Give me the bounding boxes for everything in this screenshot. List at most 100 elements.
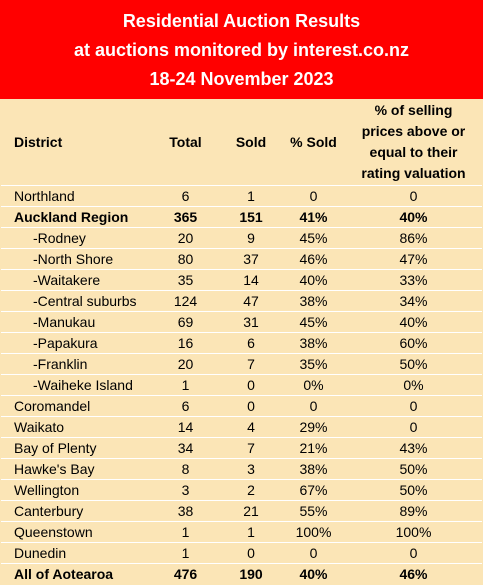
cell-pct-sold: 45%	[282, 227, 345, 249]
cell-district: -Rodney	[1, 227, 151, 249]
table-row-subregion: -Waiheke Island 1 0 0% 0%	[1, 374, 482, 396]
cell-district: Northland	[1, 185, 151, 207]
cell-sold: 0	[220, 542, 282, 564]
header-pct-above-line-1: % of selling	[374, 102, 453, 118]
cell-district: Hawke's Bay	[1, 458, 151, 480]
table-row: Queenstown 1 1 100% 100%	[1, 521, 482, 543]
cell-pct-above: 60%	[345, 332, 482, 354]
cell-sold: 151	[220, 206, 282, 228]
cell-pct-sold: 55%	[282, 500, 345, 522]
cell-pct-above: 86%	[345, 227, 482, 249]
table-row-subregion: -North Shore 80 37 46% 47%	[1, 248, 482, 270]
cell-pct-sold: 38%	[282, 332, 345, 354]
cell-pct-above: 100%	[345, 521, 482, 543]
cell-sold: 4	[220, 416, 282, 438]
cell-pct-sold: 45%	[282, 311, 345, 333]
cell-pct-above: 0	[345, 395, 482, 417]
cell-pct-above: 46%	[345, 563, 482, 584]
cell-pct-sold: 67%	[282, 479, 345, 501]
cell-district: Waikato	[1, 416, 151, 438]
cell-sold: 6	[220, 332, 282, 354]
cell-district: All of Aotearoa	[1, 563, 151, 584]
cell-district: Queenstown	[1, 521, 151, 543]
cell-pct-above: 0	[345, 416, 482, 438]
table-row: Bay of Plenty 34 7 21% 43%	[1, 437, 482, 459]
column-header-pct-above-valuation: % of selling prices above or equal to th…	[345, 99, 482, 186]
cell-district: Auckland Region	[1, 206, 151, 228]
cell-total: 80	[151, 248, 220, 270]
cell-pct-above: 34%	[345, 290, 482, 312]
title-banner: Residential Auction Results at auctions …	[0, 0, 483, 99]
cell-pct-above: 40%	[345, 206, 482, 228]
cell-sold: 9	[220, 227, 282, 249]
column-header-pct-sold: % Sold	[290, 134, 337, 150]
cell-district: Dunedin	[1, 542, 151, 564]
table-row: Northland 6 1 0 0	[1, 185, 482, 207]
cell-pct-above: 50%	[345, 479, 482, 501]
cell-sold: 3	[220, 458, 282, 480]
cell-sold: 7	[220, 437, 282, 459]
cell-district: -Waitakere	[1, 269, 151, 291]
table-row-subregion: -Manukau 69 31 45% 40%	[1, 311, 482, 333]
cell-pct-sold: 35%	[282, 353, 345, 375]
cell-pct-above: 0	[345, 185, 482, 207]
cell-pct-sold: 21%	[282, 437, 345, 459]
cell-total: 476	[151, 563, 220, 584]
cell-sold: 47	[220, 290, 282, 312]
table-row-subregion: -Rodney 20 9 45% 86%	[1, 227, 482, 249]
cell-pct-sold: 100%	[282, 521, 345, 543]
cell-total: 16	[151, 332, 220, 354]
cell-pct-sold: 0	[282, 542, 345, 564]
cell-district: -Papakura	[1, 332, 151, 354]
cell-sold: 2	[220, 479, 282, 501]
cell-total: 38	[151, 500, 220, 522]
cell-district: Wellington	[1, 479, 151, 501]
cell-total: 1	[151, 521, 220, 543]
cell-sold: 21	[220, 500, 282, 522]
cell-sold: 1	[220, 521, 282, 543]
cell-pct-sold: 0	[282, 395, 345, 417]
cell-district: -Franklin	[1, 353, 151, 375]
cell-district: Bay of Plenty	[1, 437, 151, 459]
cell-district: Coromandel	[1, 395, 151, 417]
cell-pct-sold: 40%	[282, 563, 345, 584]
header-pct-above-line-2: prices above or	[361, 123, 466, 139]
cell-sold: 0	[220, 395, 282, 417]
cell-sold: 31	[220, 311, 282, 333]
table-row-subregion: -Papakura 16 6 38% 60%	[1, 332, 482, 354]
auction-results-table: District Total Sold % Sold % of selling …	[1, 99, 482, 584]
cell-sold: 7	[220, 353, 282, 375]
cell-pct-above: 0%	[345, 374, 482, 396]
cell-total: 69	[151, 311, 220, 333]
cell-district: Canterbury	[1, 500, 151, 522]
cell-pct-above: 33%	[345, 269, 482, 291]
header-row: District Total Sold % Sold % of selling …	[1, 99, 482, 186]
cell-sold: 190	[220, 563, 282, 584]
title-line-2: at auctions monitored by interest.co.nz	[73, 40, 410, 60]
cell-total: 3	[151, 479, 220, 501]
cell-pct-above: 0	[345, 542, 482, 564]
table-row: Canterbury 38 21 55% 89%	[1, 500, 482, 522]
cell-total: 34	[151, 437, 220, 459]
cell-pct-sold: 29%	[282, 416, 345, 438]
cell-sold: 1	[220, 185, 282, 207]
table-row: Coromandel 6 0 0 0	[1, 395, 482, 417]
cell-pct-above: 40%	[345, 311, 482, 333]
cell-pct-above: 50%	[345, 458, 482, 480]
cell-district: -North Shore	[1, 248, 151, 270]
cell-total: 35	[151, 269, 220, 291]
cell-pct-sold: 46%	[282, 248, 345, 270]
cell-total: 124	[151, 290, 220, 312]
cell-district: -Manukau	[1, 311, 151, 333]
title-line-1: Residential Auction Results	[122, 11, 361, 31]
cell-total: 6	[151, 395, 220, 417]
cell-pct-above: 50%	[345, 353, 482, 375]
table-row: Hawke's Bay 8 3 38% 50%	[1, 458, 482, 480]
cell-pct-sold: 38%	[282, 290, 345, 312]
cell-total: 1	[151, 542, 220, 564]
cell-pct-sold: 0	[282, 185, 345, 207]
cell-district: -Central suburbs	[1, 290, 151, 312]
cell-total: 365	[151, 206, 220, 228]
cell-total: 6	[151, 185, 220, 207]
cell-pct-sold: 40%	[282, 269, 345, 291]
